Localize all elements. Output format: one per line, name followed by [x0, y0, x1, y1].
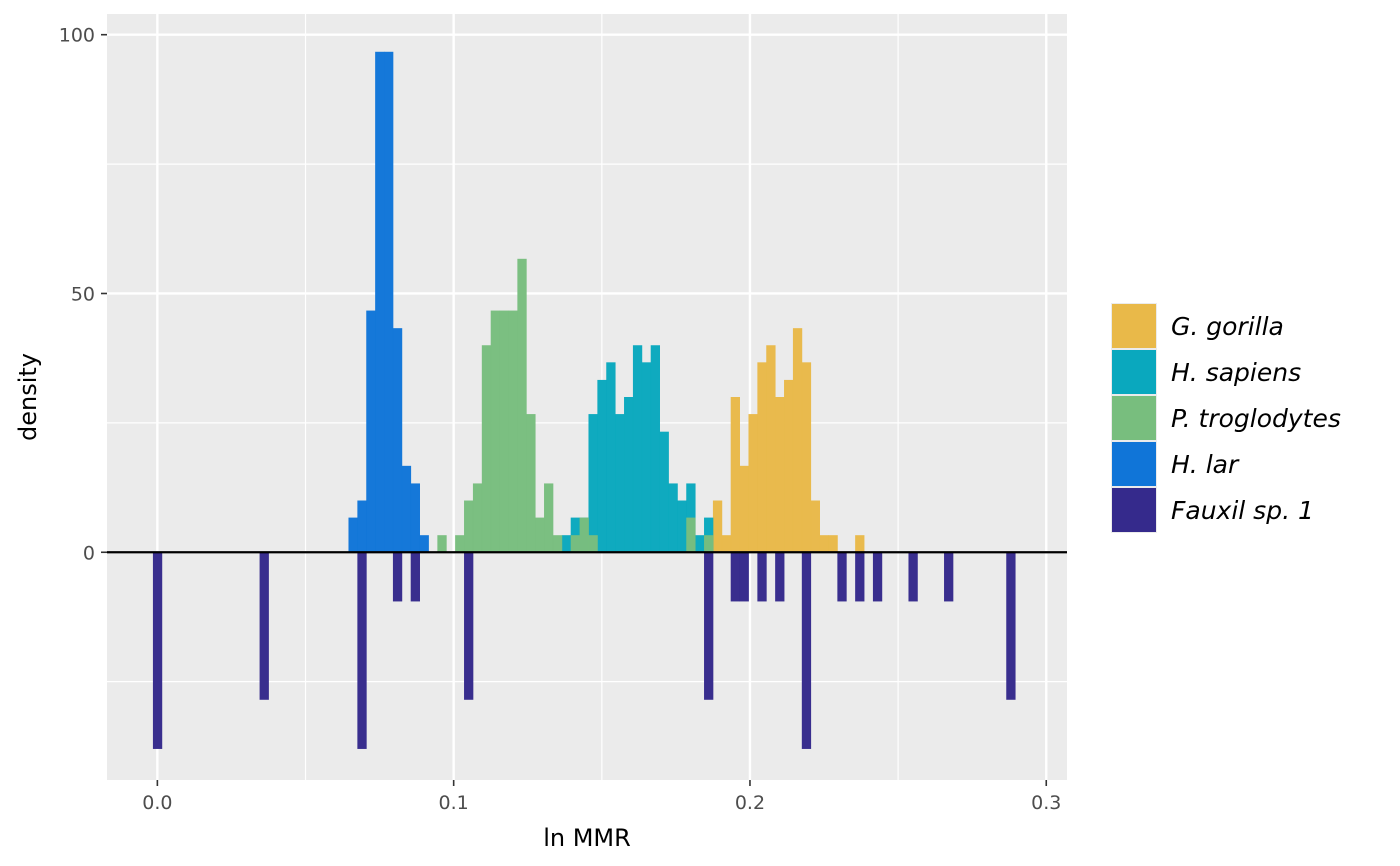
- histogram-bar: [472, 483, 483, 553]
- histogram-bar: [259, 552, 269, 700]
- histogram-bar: [588, 535, 598, 553]
- x-tick-label: 0.1: [439, 792, 469, 814]
- histogram-bar: [855, 552, 865, 602]
- histogram-bar: [357, 500, 367, 553]
- histogram-bar: [597, 379, 607, 553]
- histogram-bar: [392, 552, 403, 602]
- histogram-bar: [908, 552, 918, 602]
- y-tick-label: 50: [71, 283, 95, 305]
- legend-swatch: [1112, 396, 1156, 440]
- histogram-bar: [517, 258, 527, 553]
- histogram-bar: [1006, 552, 1016, 700]
- histogram-bar: [526, 414, 536, 553]
- histogram-bar: [401, 465, 412, 553]
- histogram-bar: [801, 362, 812, 553]
- histogram-bar: [792, 328, 803, 553]
- bar-layer: [152, 51, 1016, 749]
- histogram-bar: [348, 517, 358, 553]
- histogram-bar: [455, 535, 465, 553]
- histogram-bar: [650, 345, 660, 553]
- histogram-bar: [535, 517, 545, 553]
- histogram-bar: [570, 535, 580, 553]
- histogram-bar: [579, 517, 589, 553]
- y-tick-label: 0: [83, 542, 95, 564]
- histogram-bar: [775, 397, 785, 553]
- legend-label: H. lar: [1171, 450, 1240, 479]
- histogram-bar: [819, 535, 829, 553]
- histogram-bar: [570, 517, 580, 553]
- histogram-bar: [624, 397, 634, 553]
- histogram-bar: [357, 552, 367, 749]
- histogram-bar: [855, 535, 865, 553]
- histogram-bar: [757, 362, 767, 553]
- x-axis-title: ln MMR: [543, 824, 631, 852]
- histogram-bar: [828, 535, 838, 553]
- histogram-bar: [775, 552, 785, 602]
- histogram-bar: [641, 362, 652, 553]
- histogram-bar: [561, 535, 572, 553]
- histogram-bar: [375, 51, 385, 553]
- histogram-bar: [606, 362, 616, 553]
- histogram-bar: [712, 500, 723, 553]
- histogram-bar: [686, 517, 696, 553]
- plot-panel: [107, 14, 1067, 780]
- histogram-bar: [490, 310, 500, 553]
- histogram-bar: [801, 552, 812, 749]
- y-tick-label: 100: [59, 25, 95, 47]
- histogram-bar: [659, 431, 669, 553]
- histogram-bar: [419, 535, 429, 553]
- histogram-bar: [784, 379, 794, 553]
- y-axis-title: density: [14, 353, 42, 441]
- histogram-bar: [704, 552, 714, 700]
- histogram-bar: [464, 552, 474, 700]
- histogram-bar: [632, 345, 643, 553]
- legend-label: P. troglodytes: [1171, 404, 1341, 433]
- histogram-bar: [437, 535, 447, 553]
- histogram-bar: [766, 345, 776, 553]
- legend-label: G. gorilla: [1171, 312, 1284, 341]
- histogram-bar: [552, 535, 563, 553]
- histogram-bar: [739, 552, 749, 602]
- histogram-bar: [730, 552, 740, 602]
- legend-label: H. sapiens: [1171, 358, 1301, 387]
- x-tick-label: 0.3: [1031, 792, 1061, 814]
- legend-swatch: [1112, 488, 1156, 532]
- histogram-bar: [615, 414, 625, 553]
- histogram-bar: [872, 552, 883, 602]
- legend: G. gorilla H. sapiens P. troglodytes H. lar…: [1111, 303, 1341, 533]
- histogram-bar: [677, 500, 687, 553]
- histogram-bar: [410, 483, 420, 553]
- histogram-bar: [721, 535, 732, 553]
- histogram-bar: [837, 552, 847, 602]
- histogram-bar: [668, 483, 678, 553]
- legend-swatch: [1112, 350, 1156, 394]
- histogram-bar: [704, 535, 714, 553]
- legend-swatch: [1112, 442, 1156, 486]
- histogram-bar: [366, 310, 376, 553]
- histogram-bar: [739, 465, 749, 553]
- histogram-bar: [757, 552, 767, 602]
- histogram-bar: [152, 552, 163, 749]
- histogram-bar: [544, 483, 554, 553]
- histogram-bar: [384, 51, 394, 553]
- legend-label: Fauxil sp. 1: [1171, 496, 1314, 525]
- histogram-bar: [464, 500, 474, 553]
- histogram-bar: [508, 310, 518, 553]
- histogram-bar: [695, 535, 705, 553]
- x-tick-label: 0.0: [142, 792, 172, 814]
- histogram-bar: [481, 345, 492, 553]
- histogram-bar: [810, 500, 820, 553]
- histogram-bar: [748, 414, 758, 553]
- histogram-bar: [392, 328, 403, 553]
- histogram-bar: [499, 310, 509, 553]
- legend-swatch: [1112, 304, 1156, 348]
- histogram-bar: [730, 397, 740, 553]
- histogram-bar: [410, 552, 420, 602]
- x-tick-label: 0.2: [735, 792, 765, 814]
- histogram-bar: [588, 414, 598, 553]
- histogram-bar: [704, 517, 714, 553]
- histogram-bar: [944, 552, 954, 602]
- axes: 0.0 0.1 0.2 0.3 0 50 100: [59, 25, 1062, 814]
